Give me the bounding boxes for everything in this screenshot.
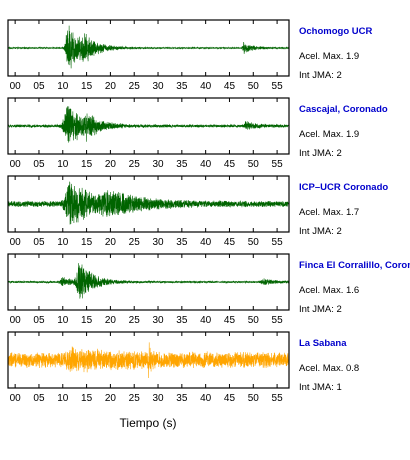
x-tick-label: 10	[57, 393, 69, 404]
x-tick-label: 30	[152, 237, 164, 248]
x-tick-label: 15	[81, 81, 93, 92]
x-tick-label: 40	[200, 237, 212, 248]
x-tick-label: 15	[81, 159, 93, 170]
x-tick-label: 00	[10, 159, 22, 170]
x-tick-label: 05	[33, 393, 45, 404]
x-tick-label: 00	[10, 393, 22, 404]
max-acceleration: Acel. Max. 1.9	[299, 129, 359, 140]
x-tick-label: 55	[272, 159, 284, 170]
waveform-trace	[7, 106, 290, 143]
station-name: La Sabana	[299, 338, 347, 349]
max-acceleration: Acel. Max. 1.7	[299, 207, 359, 218]
jma-intensity: Int JMA: 2	[299, 148, 342, 159]
x-tick-label: 25	[129, 393, 141, 404]
x-tick-label: 40	[200, 81, 212, 92]
x-tick-label: 00	[10, 315, 22, 326]
x-tick-label: 25	[129, 159, 141, 170]
max-acceleration: Acel. Max. 1.9	[299, 51, 359, 62]
station-name: ICP–UCR Coronado	[299, 182, 388, 193]
x-tick-label: 10	[57, 81, 69, 92]
x-tick-label: 20	[105, 393, 117, 404]
x-tick-label: 00	[10, 81, 22, 92]
x-tick-label: 35	[176, 393, 188, 404]
station-panel: 00 05 10 15 20 25 30 35 40 45 50 55 Cascajal, Corona…	[7, 97, 388, 170]
station-name: Finca El Corralillo, Coronado	[299, 260, 410, 271]
x-tick-label: 35	[176, 315, 188, 326]
x-tick-label: 35	[176, 81, 188, 92]
x-tick-label: 45	[224, 159, 236, 170]
jma-intensity: Int JMA: 2	[299, 304, 342, 315]
x-tick-label: 05	[33, 237, 45, 248]
x-tick-label: 15	[81, 315, 93, 326]
station-panel: 00 05 10 15 20 25 30 35 40 45 50 55 Finca El Corrali…	[7, 253, 410, 326]
x-tick-label: 30	[152, 393, 164, 404]
x-tick-label: 10	[57, 159, 69, 170]
x-tick-label: 55	[272, 81, 284, 92]
jma-intensity: Int JMA: 2	[299, 226, 342, 237]
max-acceleration: Acel. Max. 1.6	[299, 285, 359, 296]
x-tick-label: 55	[272, 237, 284, 248]
x-tick-label: 30	[152, 315, 164, 326]
waveform-trace	[7, 263, 290, 299]
x-tick-label: 05	[33, 81, 45, 92]
x-tick-label: 45	[224, 315, 236, 326]
x-tick-label: 10	[57, 237, 69, 248]
x-tick-label: 50	[248, 159, 260, 170]
x-tick-label: 30	[152, 159, 164, 170]
x-tick-label: 45	[224, 237, 236, 248]
station-panels: 00 05 10 15 20 25 30 35 40 45 50 55 Ochomogo UCR Acel…	[7, 19, 410, 404]
x-tick-label: 50	[248, 393, 260, 404]
station-panel: 00 05 10 15 20 25 30 35 40 45 50 55 ICP–UCR Coronado…	[7, 175, 388, 248]
x-tick-label: 40	[200, 315, 212, 326]
x-tick-label: 20	[105, 237, 117, 248]
x-axis-label: Tiempo (s)	[120, 416, 177, 430]
jma-intensity: Int JMA: 1	[299, 382, 342, 393]
station-panel: 00 05 10 15 20 25 30 35 40 45 50 55 Ochomogo UCR Acel…	[7, 19, 372, 92]
x-tick-label: 35	[176, 237, 188, 248]
x-tick-label: 45	[224, 393, 236, 404]
x-tick-label: 20	[105, 315, 117, 326]
x-tick-label: 05	[33, 315, 45, 326]
x-tick-label: 35	[176, 159, 188, 170]
x-tick-label: 15	[81, 393, 93, 404]
station-panel: 00 05 10 15 20 25 30 35 40 45 50 55 La Sabana Acel. M…	[7, 331, 359, 404]
x-tick-label: 25	[129, 81, 141, 92]
waveform-trace	[7, 181, 290, 225]
panel-frame	[7, 175, 290, 233]
x-tick-label: 00	[10, 237, 22, 248]
panel-frame	[7, 253, 290, 311]
x-tick-label: 55	[272, 393, 284, 404]
x-tick-label: 25	[129, 315, 141, 326]
panel-frame	[7, 97, 290, 155]
panel-frame	[7, 19, 290, 77]
x-tick-label: 45	[224, 81, 236, 92]
x-tick-label: 50	[248, 81, 260, 92]
waveform-trace	[7, 342, 290, 379]
x-tick-label: 40	[200, 159, 212, 170]
x-tick-label: 15	[81, 237, 93, 248]
jma-intensity: Int JMA: 2	[299, 70, 342, 81]
x-tick-label: 50	[248, 315, 260, 326]
x-tick-label: 05	[33, 159, 45, 170]
x-tick-label: 25	[129, 237, 141, 248]
panel-frame	[7, 331, 290, 389]
x-tick-label: 40	[200, 393, 212, 404]
station-name: Cascajal, Coronado	[299, 104, 388, 115]
x-tick-label: 10	[57, 315, 69, 326]
x-tick-label: 20	[105, 159, 117, 170]
x-tick-label: 50	[248, 237, 260, 248]
x-tick-label: 30	[152, 81, 164, 92]
station-name: Ochomogo UCR	[299, 26, 372, 37]
x-tick-label: 55	[272, 315, 284, 326]
waveform-trace	[7, 25, 290, 69]
x-tick-label: 20	[105, 81, 117, 92]
max-acceleration: Acel. Max. 0.8	[299, 363, 359, 374]
